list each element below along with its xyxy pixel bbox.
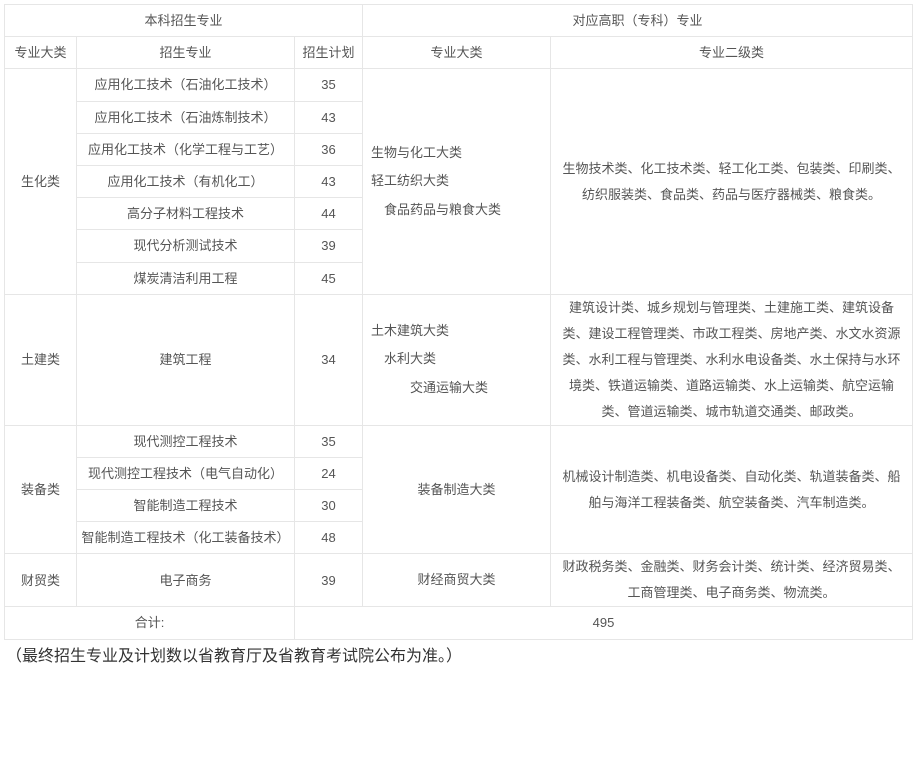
plan-cell: 24 — [295, 457, 363, 489]
header-bachelor: 本科招生专业 — [5, 5, 363, 37]
header-major: 招生专业 — [77, 37, 295, 69]
plan-cell: 35 — [295, 69, 363, 101]
major-cell: 建筑工程 — [77, 294, 295, 425]
major-cell: 应用化工技术（石油化工技术） — [77, 69, 295, 101]
voc-cat-cell: 土木建筑大类 水利大类 交通运输大类 — [363, 294, 551, 425]
data-row: 土建类建筑工程34土木建筑大类 水利大类 交通运输大类建筑设计类、城乡规划与管理… — [5, 294, 913, 425]
plan-cell: 35 — [295, 425, 363, 457]
voc-cat-cell: 财经商贸大类 — [363, 554, 551, 607]
voc-sub-cell: 财政税务类、金融类、财务会计类、统计类、经济贸易类、工商管理类、电子商务类、物流… — [551, 554, 913, 607]
majors-table: 本科招生专业对应高职（专科）专业专业大类招生专业招生计划专业大类专业二级类生化类… — [4, 4, 913, 640]
major-cell: 高分子材料工程技术 — [77, 198, 295, 230]
major-cell: 现代分析测试技术 — [77, 230, 295, 262]
plan-cell: 43 — [295, 101, 363, 133]
total-row: 合计:495 — [5, 607, 913, 639]
plan-cell: 34 — [295, 294, 363, 425]
header-vocational: 对应高职（专科）专业 — [363, 5, 913, 37]
data-row: 财贸类电子商务39财经商贸大类财政税务类、金融类、财务会计类、统计类、经济贸易类… — [5, 554, 913, 607]
plan-cell: 45 — [295, 262, 363, 294]
total-value: 495 — [295, 607, 913, 639]
major-cell: 电子商务 — [77, 554, 295, 607]
plan-cell: 44 — [295, 198, 363, 230]
group-cat: 财贸类 — [5, 554, 77, 607]
data-row: 装备类现代测控工程技术35装备制造大类机械设计制造类、机电设备类、自动化类、轨道… — [5, 425, 913, 457]
major-cell: 应用化工技术（石油炼制技术） — [77, 101, 295, 133]
voc-cat-cell: 装备制造大类 — [363, 425, 551, 554]
major-cell: 现代测控工程技术 — [77, 425, 295, 457]
voc-sub-cell: 生物技术类、化工技术类、轻工化工类、包装类、印刷类、纺织服装类、食品类、药品与医… — [551, 69, 913, 294]
total-label: 合计: — [5, 607, 295, 639]
major-cell: 应用化工技术（有机化工） — [77, 165, 295, 197]
major-cell: 现代测控工程技术（电气自动化） — [77, 457, 295, 489]
plan-cell: 30 — [295, 490, 363, 522]
group-cat: 生化类 — [5, 69, 77, 294]
group-cat: 土建类 — [5, 294, 77, 425]
footnote: （最终招生专业及计划数以省教育厅及省教育考试院公布为准。） — [4, 642, 912, 666]
header-plan: 招生计划 — [295, 37, 363, 69]
plan-cell: 43 — [295, 165, 363, 197]
header-voc-sub: 专业二级类 — [551, 37, 913, 69]
data-row: 生化类应用化工技术（石油化工技术）35生物与化工大类轻工纺织大类 食品药品与粮食… — [5, 69, 913, 101]
plan-cell: 48 — [295, 522, 363, 554]
plan-cell: 36 — [295, 133, 363, 165]
voc-sub-cell: 机械设计制造类、机电设备类、自动化类、轨道装备类、船舶与海洋工程装备类、航空装备… — [551, 425, 913, 554]
plan-cell: 39 — [295, 230, 363, 262]
voc-sub-cell: 建筑设计类、城乡规划与管理类、土建施工类、建筑设备类、建设工程管理类、市政工程类… — [551, 294, 913, 425]
major-cell: 智能制造工程技术（化工装备技术） — [77, 522, 295, 554]
major-cell: 应用化工技术（化学工程与工艺） — [77, 133, 295, 165]
major-cell: 煤炭清洁利用工程 — [77, 262, 295, 294]
major-cell: 智能制造工程技术 — [77, 490, 295, 522]
voc-cat-cell: 生物与化工大类轻工纺织大类 食品药品与粮食大类 — [363, 69, 551, 294]
group-cat: 装备类 — [5, 425, 77, 554]
header-major-cat: 专业大类 — [5, 37, 77, 69]
header-voc-cat: 专业大类 — [363, 37, 551, 69]
plan-cell: 39 — [295, 554, 363, 607]
header-row-2: 专业大类招生专业招生计划专业大类专业二级类 — [5, 37, 913, 69]
header-row-1: 本科招生专业对应高职（专科）专业 — [5, 5, 913, 37]
